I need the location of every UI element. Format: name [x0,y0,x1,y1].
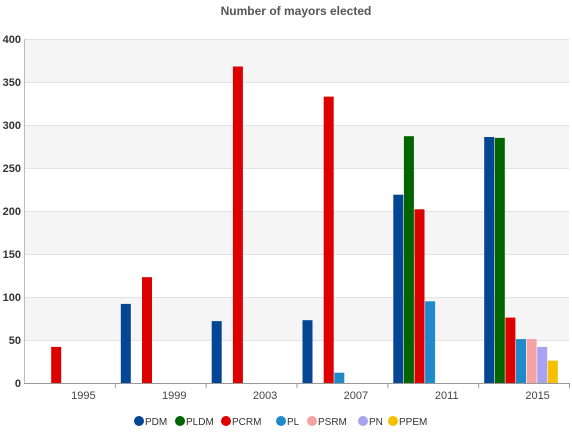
legend-label: PDM [145,417,167,428]
legend-marker [307,416,317,426]
y-axis-ticks: 0 50 100 150 200 250 300 350 400 [3,34,21,390]
plot-bands [24,39,569,340]
y-tick-label: 150 [3,249,21,261]
bar-pldm-2015[interactable] [494,137,505,383]
y-tick-label: 400 [3,34,21,46]
y-tick-label: 0 [15,378,21,390]
bar-pdm-2007[interactable] [302,320,313,383]
bar-pldm-2011[interactable] [403,136,414,383]
plot-band [24,297,569,340]
bar-pcrm-2011[interactable] [414,209,425,383]
bar-pcrm-2015[interactable] [505,317,516,383]
bar-pcrm-2007[interactable] [323,96,334,383]
legend-label: PN [369,417,383,428]
x-tick-label: 2003 [253,390,277,402]
chart-title: Number of mayors elected [221,4,372,18]
legend-item-pn[interactable]: PN [358,416,383,428]
legend-item-pcrm[interactable]: PCRM [221,416,261,428]
y-tick-label: 50 [9,335,21,347]
bar-pl-2011[interactable] [425,301,436,383]
legend-label: PSRM [318,417,347,428]
legend-label: PLDM [186,417,214,428]
bar-pdm-2003[interactable] [211,321,222,383]
bar-pcrm-1995[interactable] [51,346,62,383]
x-tick-label: 2015 [525,390,549,402]
x-tick-label: 2007 [344,390,368,402]
bar-pl-2007[interactable] [334,372,345,383]
bar-pdm-2011[interactable] [393,194,404,383]
y-tick-label: 250 [3,163,21,175]
legend-marker [175,416,185,426]
legend-label: PL [287,417,300,428]
plot-band [24,39,569,82]
y-tick-label: 350 [3,77,21,89]
bar-psrm-2015[interactable] [526,339,537,383]
legend-item-ppem[interactable]: PPEM [388,416,427,428]
x-tick-label: 1995 [71,390,95,402]
bar-pn-2015[interactable] [537,346,548,383]
legend-marker [134,416,144,426]
legend-marker [221,416,231,426]
bars [51,66,558,384]
legend-marker [276,416,286,426]
legend-item-pdm[interactable]: PDM [134,416,167,428]
y-tick-label: 100 [3,292,21,304]
legend-item-pl[interactable]: PL [276,416,300,428]
bar-pcrm-2003[interactable] [232,66,243,384]
legend-item-pldm[interactable]: PLDM [175,416,214,428]
bar-pdm-2015[interactable] [484,137,495,383]
legend: PDM PLDM PCRM PL PSRM PN PPEM [134,416,427,428]
bar-pl-2015[interactable] [516,339,526,383]
plot-band [24,125,569,168]
bar-ppem-2015[interactable] [547,360,558,383]
plot-band [24,211,569,254]
legend-item-psrm[interactable]: PSRM [307,416,347,428]
bar-pdm-1999[interactable] [120,303,131,383]
y-tick-label: 300 [3,120,21,132]
x-tick-label: 1999 [162,390,186,402]
bar-pcrm-1999[interactable] [142,277,152,383]
legend-label: PCRM [232,417,261,428]
x-tick-label: 2011 [435,390,459,402]
legend-marker [358,416,368,426]
legend-marker [388,416,398,426]
x-axis-ticks: 1995 1999 2003 2007 2011 2015 [71,383,570,402]
y-tick-label: 200 [3,206,21,218]
legend-label: PPEM [399,417,427,428]
